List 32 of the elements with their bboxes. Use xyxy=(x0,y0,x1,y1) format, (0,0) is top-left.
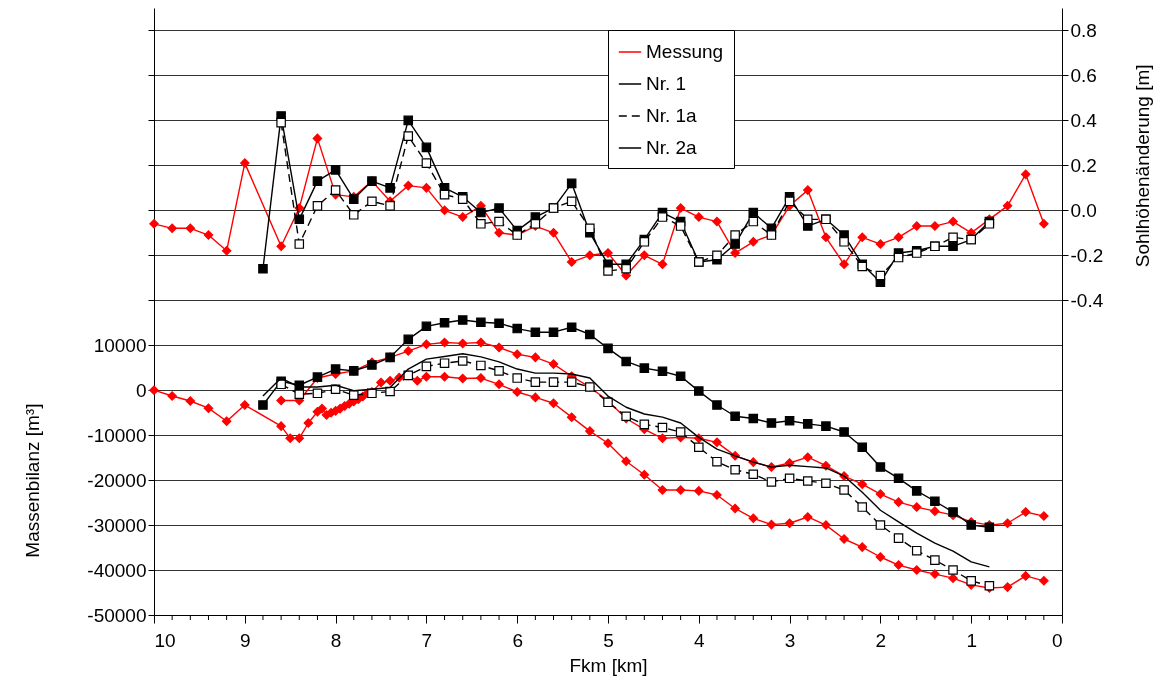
x-tick-label: 5 xyxy=(603,629,614,651)
y-tick-label: -10000 xyxy=(87,424,147,446)
y-tick-label: 0 xyxy=(135,379,147,401)
y2-tick-label: 0.4 xyxy=(1070,109,1098,131)
x-tick-label: 6 xyxy=(512,629,523,651)
x-tick-label: 2 xyxy=(875,629,887,651)
legend-label: Messung xyxy=(646,41,724,62)
y-tick-label: -30000 xyxy=(87,514,147,536)
x-tick-label: 10 xyxy=(154,629,176,651)
y2-tick-label: 0.8 xyxy=(1070,19,1097,41)
x-tick-label: 0 xyxy=(1051,629,1063,651)
x-tick-label: 8 xyxy=(330,629,342,651)
x-tick-label: 1 xyxy=(966,629,977,651)
y2-tick-label: 0.6 xyxy=(1070,64,1097,86)
legend-label: Nr. 2a xyxy=(646,137,698,158)
x-tick-label: 3 xyxy=(784,629,796,651)
x-tick-label: 7 xyxy=(421,629,433,651)
y2-tick-label: -0.2 xyxy=(1070,244,1104,266)
y2-axis-title: Sohlhöhenänderung [m] xyxy=(1131,64,1153,268)
y-tick-label: -50000 xyxy=(87,604,147,626)
x-tick-label: 4 xyxy=(694,629,706,651)
x-tick-label: 9 xyxy=(240,629,251,651)
x-axis-title: Fkm [km] xyxy=(569,654,648,676)
y-tick-label: -20000 xyxy=(87,469,147,491)
y2-tick-label: -0.4 xyxy=(1070,289,1104,311)
legend-label: Nr. 1 xyxy=(646,73,687,94)
y-tick-label: 10000 xyxy=(93,334,147,356)
y2-tick-label: 0.0 xyxy=(1070,199,1097,221)
y2-tick-label: 0.2 xyxy=(1070,154,1097,176)
y-tick-label: -40000 xyxy=(87,559,147,581)
legend-label: Nr. 1a xyxy=(646,105,698,126)
y-axis-title: Massenbilanz [m³] xyxy=(21,403,43,558)
